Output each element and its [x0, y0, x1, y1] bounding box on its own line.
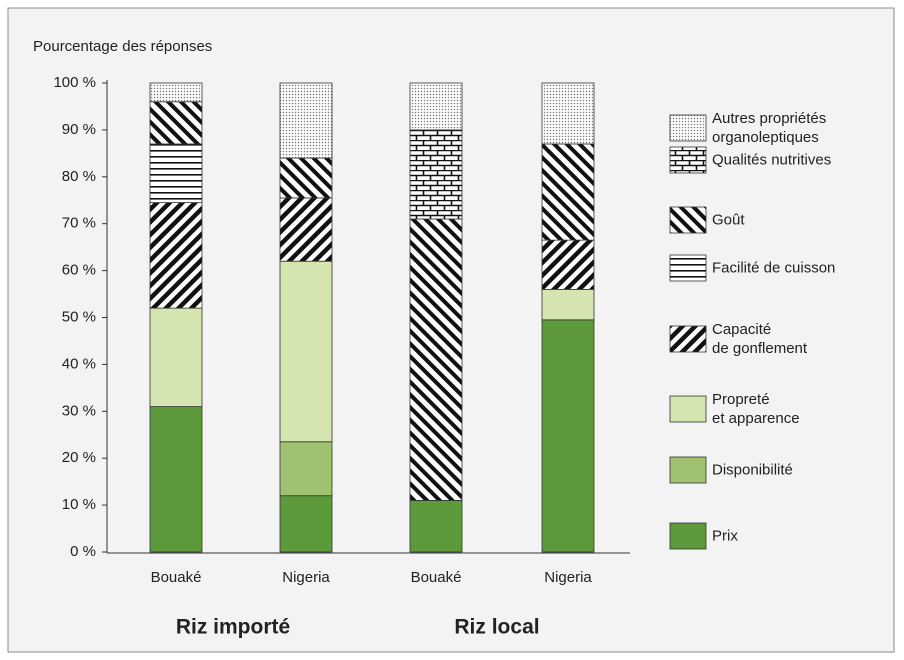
- x-tick-label: Nigeria: [544, 569, 592, 586]
- y-tick-label: 40 %: [62, 355, 96, 372]
- legend-swatch: [669, 522, 707, 550]
- legend-label: Facilité de cuisson: [712, 259, 836, 277]
- y-tick-label: 100 %: [53, 74, 96, 91]
- legend-swatch: [669, 206, 707, 234]
- legend-label: Autres propriétés organoleptiques: [712, 110, 827, 146]
- bar-segment: [279, 197, 333, 262]
- bar-segment: [279, 495, 333, 553]
- bar-segment: [409, 129, 463, 220]
- y-tick-label: 20 %: [62, 449, 96, 466]
- bar-segment: [409, 82, 463, 131]
- bar-segment: [541, 239, 595, 290]
- legend-label: Goût: [712, 211, 745, 229]
- bar-segment: [149, 143, 203, 203]
- legend-label: Prix: [712, 527, 738, 545]
- bar-segment: [541, 143, 595, 241]
- bar-segment: [149, 82, 203, 103]
- y-tick-label: 80 %: [62, 168, 96, 185]
- legend-swatch: [669, 254, 707, 282]
- bar-segment: [149, 101, 203, 145]
- group-label: Riz importé: [176, 616, 290, 639]
- bar-segment: [279, 260, 333, 443]
- legend-swatch: [669, 325, 707, 353]
- bar-segment: [149, 202, 203, 309]
- legend-swatch: [669, 395, 707, 423]
- bar-segment: [541, 82, 595, 145]
- y-tick-label: 50 %: [62, 308, 96, 325]
- legend-label: Qualités nutritives: [712, 151, 832, 169]
- bar-segment: [149, 406, 203, 553]
- x-tick-label: Bouaké: [411, 569, 462, 586]
- y-tick-label: 90 %: [62, 121, 96, 138]
- bar-segment: [409, 218, 463, 501]
- bar-segment: [279, 82, 333, 159]
- y-tick-label: 10 %: [62, 496, 96, 513]
- legend-label: Capacité de gonflement: [712, 321, 808, 357]
- bar-segment: [149, 307, 203, 408]
- y-tick-label: 30 %: [62, 402, 96, 419]
- y-axis-label: Pourcentage des réponses: [33, 38, 212, 55]
- x-tick-label: Nigeria: [282, 569, 330, 586]
- legend-swatch: [669, 456, 707, 484]
- y-tick-label: 60 %: [62, 262, 96, 279]
- y-tick-label: 0 %: [70, 543, 96, 560]
- y-tick-label: 70 %: [62, 215, 96, 232]
- x-tick-label: Bouaké: [151, 569, 202, 586]
- group-label: Riz local: [454, 616, 539, 639]
- bar-segment: [541, 319, 595, 553]
- bar-segment: [279, 157, 333, 199]
- legend-label: Disponibilité: [712, 461, 793, 479]
- bar-segment: [541, 288, 595, 321]
- legend-swatch: [669, 114, 707, 142]
- bar-segment: [409, 500, 463, 553]
- legend-swatch: [669, 146, 707, 174]
- legend-label: Propreté et apparence: [712, 391, 800, 427]
- bar-segment: [279, 441, 333, 497]
